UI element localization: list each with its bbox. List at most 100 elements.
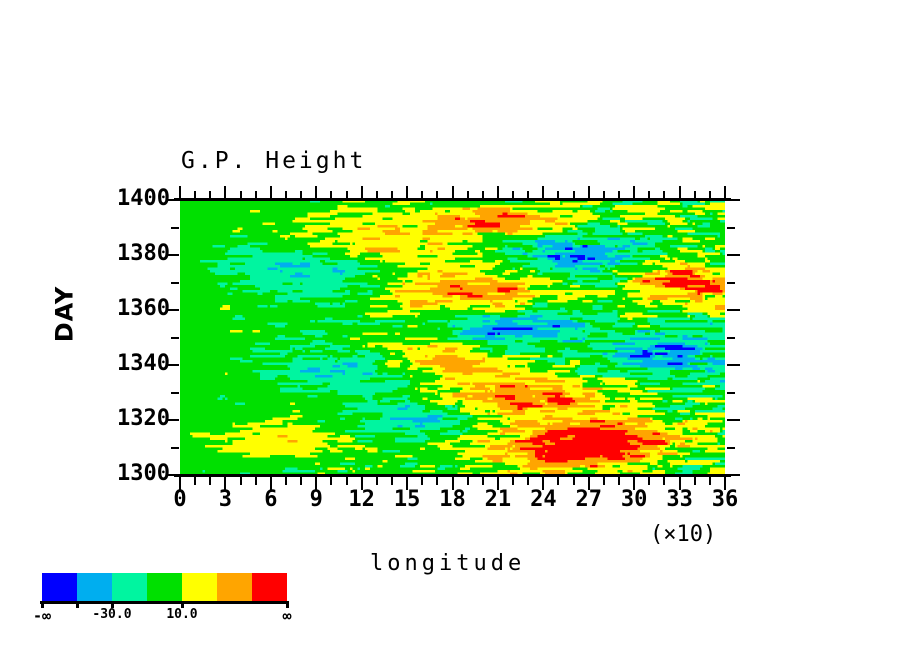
colorbar-tick bbox=[76, 601, 79, 608]
x-tick-label: 0 bbox=[173, 487, 187, 512]
heatmap-canvas bbox=[180, 200, 725, 475]
x-tick-minor-bottom bbox=[330, 477, 333, 485]
x-tick-major-top bbox=[678, 186, 681, 199]
x-tick-minor-bottom bbox=[557, 477, 560, 485]
x-tick-minor-bottom bbox=[466, 477, 469, 485]
y-axis-title: DAY bbox=[50, 285, 79, 343]
colorbar-tick bbox=[110, 601, 114, 608]
x-tick-minor-top bbox=[708, 191, 711, 199]
y-tick-minor-left bbox=[171, 391, 179, 394]
x-tick-label: 6 bbox=[264, 487, 278, 512]
x-tick-minor-top bbox=[254, 191, 257, 199]
x-tick-minor-bottom bbox=[618, 477, 621, 485]
x-tick-major-top bbox=[315, 186, 318, 199]
x-tick-label: 33 bbox=[666, 487, 693, 512]
y-tick-major-left bbox=[166, 419, 179, 421]
x-tick-minor-top bbox=[375, 191, 378, 199]
x-tick-minor-top bbox=[390, 191, 393, 199]
y-tick-label: 1360 bbox=[117, 296, 170, 321]
y-tick-minor-left bbox=[171, 446, 179, 449]
x-tick-minor-top bbox=[648, 191, 651, 199]
x-tick-minor-bottom bbox=[602, 477, 605, 485]
colorbar-segment bbox=[182, 573, 217, 601]
x-tick-major-bottom bbox=[724, 477, 726, 490]
x-tick-minor-top bbox=[284, 191, 287, 199]
x-tick-major-bottom bbox=[678, 477, 681, 490]
x-tick-label: 36 bbox=[711, 487, 739, 512]
x-tick-minor-bottom bbox=[572, 477, 575, 485]
y-tick-major-left bbox=[166, 254, 179, 256]
x-axis-multiplier: (×10) bbox=[650, 522, 717, 547]
x-tick-minor-bottom bbox=[436, 477, 439, 485]
y-tick-minor-right bbox=[727, 281, 735, 284]
x-tick-major-bottom bbox=[406, 477, 409, 490]
x-tick-minor-bottom bbox=[512, 477, 515, 485]
x-tick-minor-top bbox=[512, 191, 515, 199]
x-tick-major-bottom bbox=[269, 477, 272, 490]
colorbar-label: 10.0 bbox=[166, 607, 198, 622]
x-tick-minor-top bbox=[194, 191, 197, 199]
x-tick-minor-bottom bbox=[284, 477, 287, 485]
colorbar-segment bbox=[112, 573, 147, 601]
x-tick-major-top bbox=[496, 186, 499, 199]
y-tick-minor-right bbox=[727, 391, 735, 394]
x-tick-major-top bbox=[406, 186, 409, 199]
x-tick-label: 3 bbox=[218, 487, 233, 512]
y-tick-minor-left bbox=[171, 226, 179, 229]
x-tick-major-bottom bbox=[587, 477, 590, 490]
colorbar-label: -∞ bbox=[32, 607, 52, 625]
y-tick-minor-left bbox=[171, 281, 179, 284]
heatmap-plot-area bbox=[180, 200, 725, 475]
x-tick-label: 21 bbox=[484, 487, 512, 512]
y-tick-major-right bbox=[727, 474, 740, 476]
x-tick-major-bottom bbox=[360, 477, 363, 490]
x-tick-minor-bottom bbox=[421, 477, 424, 485]
y-tick-major-right bbox=[727, 199, 740, 201]
x-tick-minor-bottom bbox=[663, 477, 666, 485]
x-tick-major-bottom bbox=[542, 477, 545, 490]
x-tick-major-bottom bbox=[224, 477, 227, 490]
colorbar-segment bbox=[252, 573, 287, 601]
x-tick-major-bottom bbox=[315, 477, 318, 490]
colorbar-tick bbox=[286, 601, 289, 608]
x-tick-label: 24 bbox=[530, 487, 557, 512]
x-tick-label: 9 bbox=[309, 487, 323, 512]
y-tick-minor-right bbox=[727, 226, 735, 229]
axis-spine-bottom bbox=[174, 474, 731, 477]
colorbar-segment bbox=[77, 573, 112, 601]
x-tick-minor-top bbox=[663, 191, 666, 199]
x-tick-minor-top bbox=[330, 191, 333, 199]
x-tick-minor-top bbox=[527, 191, 530, 199]
colorbar bbox=[42, 573, 287, 601]
y-tick-label: 1340 bbox=[117, 351, 170, 376]
y-tick-major-left bbox=[166, 309, 179, 311]
x-tick-minor-top bbox=[557, 191, 560, 199]
x-tick-minor-bottom bbox=[481, 477, 484, 485]
x-tick-major-top bbox=[360, 186, 363, 199]
x-tick-minor-bottom bbox=[527, 477, 530, 485]
x-tick-minor-top bbox=[239, 191, 242, 199]
colorbar-label: -30.0 bbox=[92, 607, 132, 622]
colorbar-label: ∞ bbox=[282, 607, 292, 625]
x-tick-minor-top bbox=[693, 191, 696, 199]
x-tick-major-top bbox=[179, 186, 181, 199]
axis-spine-top bbox=[174, 198, 731, 201]
colorbar-axis-line bbox=[40, 601, 289, 604]
x-tick-minor-bottom bbox=[239, 477, 242, 485]
y-tick-major-right bbox=[727, 254, 740, 256]
y-tick-major-right bbox=[727, 419, 740, 421]
x-tick-major-bottom bbox=[496, 477, 499, 490]
y-tick-major-right bbox=[727, 309, 740, 311]
x-tick-major-top bbox=[269, 186, 272, 199]
x-tick-minor-top bbox=[209, 191, 212, 199]
x-tick-minor-bottom bbox=[194, 477, 197, 485]
x-tick-label: 12 bbox=[348, 487, 375, 512]
x-tick-minor-bottom bbox=[648, 477, 651, 485]
x-tick-minor-top bbox=[572, 191, 575, 199]
page-title: G.P. Height bbox=[181, 148, 367, 174]
x-tick-minor-top bbox=[421, 191, 424, 199]
y-tick-label: 1380 bbox=[117, 241, 170, 266]
x-tick-minor-bottom bbox=[300, 477, 303, 485]
x-tick-major-top bbox=[724, 186, 726, 199]
y-tick-minor-right bbox=[727, 336, 735, 339]
